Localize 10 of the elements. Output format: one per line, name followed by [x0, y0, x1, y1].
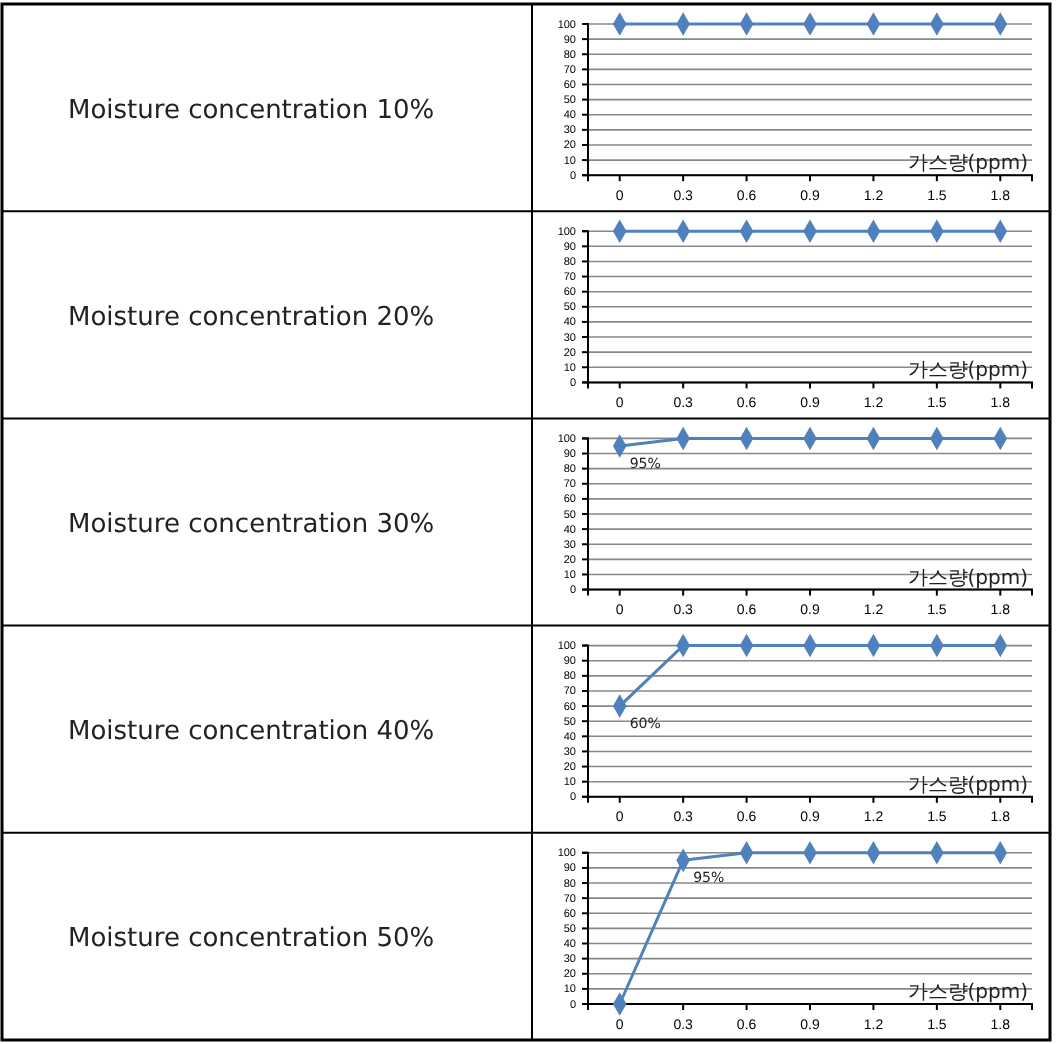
x-axis-title: 가스량(ppm) — [907, 982, 1029, 1004]
x-axis-title: 가스량(ppm) — [907, 567, 1029, 590]
x-axis-title: 가스량(ppm) — [907, 360, 1029, 383]
x-axis-title: 가스량(ppm) — [907, 774, 1029, 797]
text: Moisture concentration 40% — [68, 717, 435, 748]
text: Moisture concentration 20% — [68, 302, 435, 333]
text: Moisture concentration 10% — [68, 95, 435, 126]
text: Moisture concentration 50% — [68, 924, 435, 955]
text: Moisture concentration 30% — [68, 510, 435, 540]
x-axis-title: 가스량(ppm) — [907, 153, 1029, 176]
